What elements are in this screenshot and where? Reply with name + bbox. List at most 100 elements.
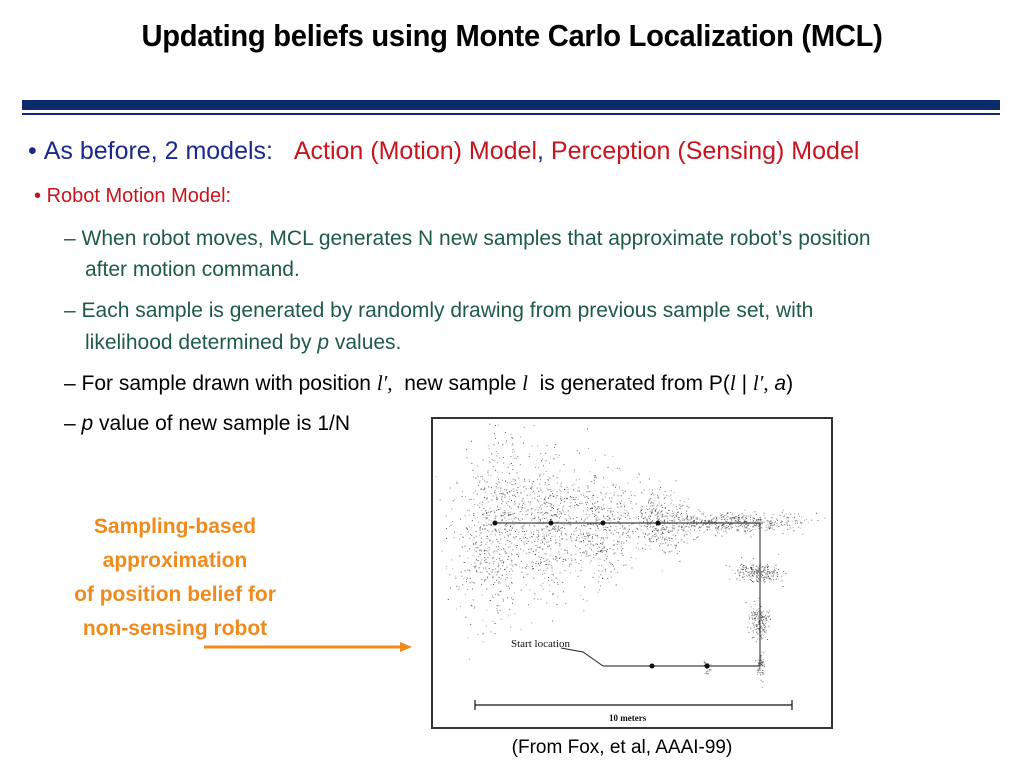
particle xyxy=(484,510,486,512)
particle xyxy=(600,539,601,541)
particle xyxy=(752,613,753,615)
bullet-dot: • xyxy=(28,137,44,165)
particle xyxy=(509,546,511,548)
particle xyxy=(597,516,599,518)
particle xyxy=(769,619,771,620)
particle xyxy=(480,526,481,528)
particle xyxy=(488,511,490,513)
particle xyxy=(661,533,663,535)
comma: , xyxy=(537,137,544,165)
particle xyxy=(542,588,544,590)
particle xyxy=(559,545,561,547)
particle xyxy=(539,518,541,520)
particle xyxy=(503,561,505,563)
particle xyxy=(535,565,537,567)
particle xyxy=(736,526,738,528)
particle xyxy=(512,570,514,572)
particle xyxy=(760,655,762,657)
particle xyxy=(500,590,502,592)
particle xyxy=(679,560,681,562)
particle xyxy=(655,508,657,510)
particle xyxy=(767,574,768,576)
particle xyxy=(737,521,739,523)
particle xyxy=(529,536,531,538)
particle xyxy=(520,589,522,591)
particle xyxy=(534,554,536,556)
particle xyxy=(752,516,754,518)
particle xyxy=(664,507,666,509)
particle xyxy=(485,567,487,569)
particle xyxy=(620,545,622,547)
particle xyxy=(531,445,533,447)
particle xyxy=(721,519,723,520)
particle xyxy=(508,495,510,497)
particle xyxy=(511,602,513,604)
l-variable: l xyxy=(752,371,759,395)
particle xyxy=(497,593,499,595)
particle xyxy=(764,636,766,638)
particle xyxy=(574,499,576,501)
particle xyxy=(619,488,621,490)
particle xyxy=(640,510,642,512)
particle xyxy=(578,535,580,536)
particle xyxy=(652,520,653,522)
particle xyxy=(655,528,657,530)
particle xyxy=(757,579,759,581)
particle xyxy=(589,528,591,530)
particle xyxy=(728,526,729,528)
particle xyxy=(505,543,507,545)
particle xyxy=(801,522,803,524)
particle xyxy=(680,527,682,529)
particle xyxy=(753,575,755,577)
particle xyxy=(641,513,643,515)
particle xyxy=(758,628,760,630)
particle xyxy=(504,529,506,530)
particle xyxy=(676,514,678,515)
particle xyxy=(522,528,524,529)
particle xyxy=(538,467,540,469)
particle xyxy=(505,579,506,581)
particle xyxy=(452,521,454,523)
particle xyxy=(774,521,776,523)
particle xyxy=(715,529,717,531)
particle xyxy=(612,470,614,472)
particle xyxy=(768,578,770,580)
particle xyxy=(485,578,487,580)
particle xyxy=(518,531,520,533)
particle xyxy=(498,558,500,560)
particle xyxy=(704,519,706,521)
particle xyxy=(596,535,598,537)
particle xyxy=(489,574,491,575)
particle xyxy=(749,616,751,618)
particle xyxy=(802,533,804,535)
a-variable: a xyxy=(774,372,787,395)
particle xyxy=(604,529,606,530)
particle xyxy=(756,669,758,671)
particle xyxy=(580,595,582,597)
particle xyxy=(472,469,474,471)
particle xyxy=(544,573,546,574)
particle xyxy=(522,526,524,528)
particle xyxy=(569,521,571,523)
particle xyxy=(673,492,675,494)
particle xyxy=(754,618,755,619)
particle xyxy=(675,480,677,482)
particle xyxy=(556,515,558,517)
particle xyxy=(479,545,481,547)
particle xyxy=(752,526,754,528)
particle xyxy=(493,444,495,446)
particle xyxy=(548,579,550,581)
particle xyxy=(609,561,611,563)
particle xyxy=(686,516,688,518)
particle xyxy=(550,494,552,496)
particle xyxy=(466,528,468,530)
particle xyxy=(472,599,474,601)
particle xyxy=(482,501,484,503)
particle xyxy=(762,629,764,631)
particle xyxy=(477,512,479,514)
particle xyxy=(456,482,458,484)
particle xyxy=(534,515,536,517)
particle xyxy=(734,517,736,519)
particle xyxy=(566,539,568,541)
particle xyxy=(769,526,771,528)
